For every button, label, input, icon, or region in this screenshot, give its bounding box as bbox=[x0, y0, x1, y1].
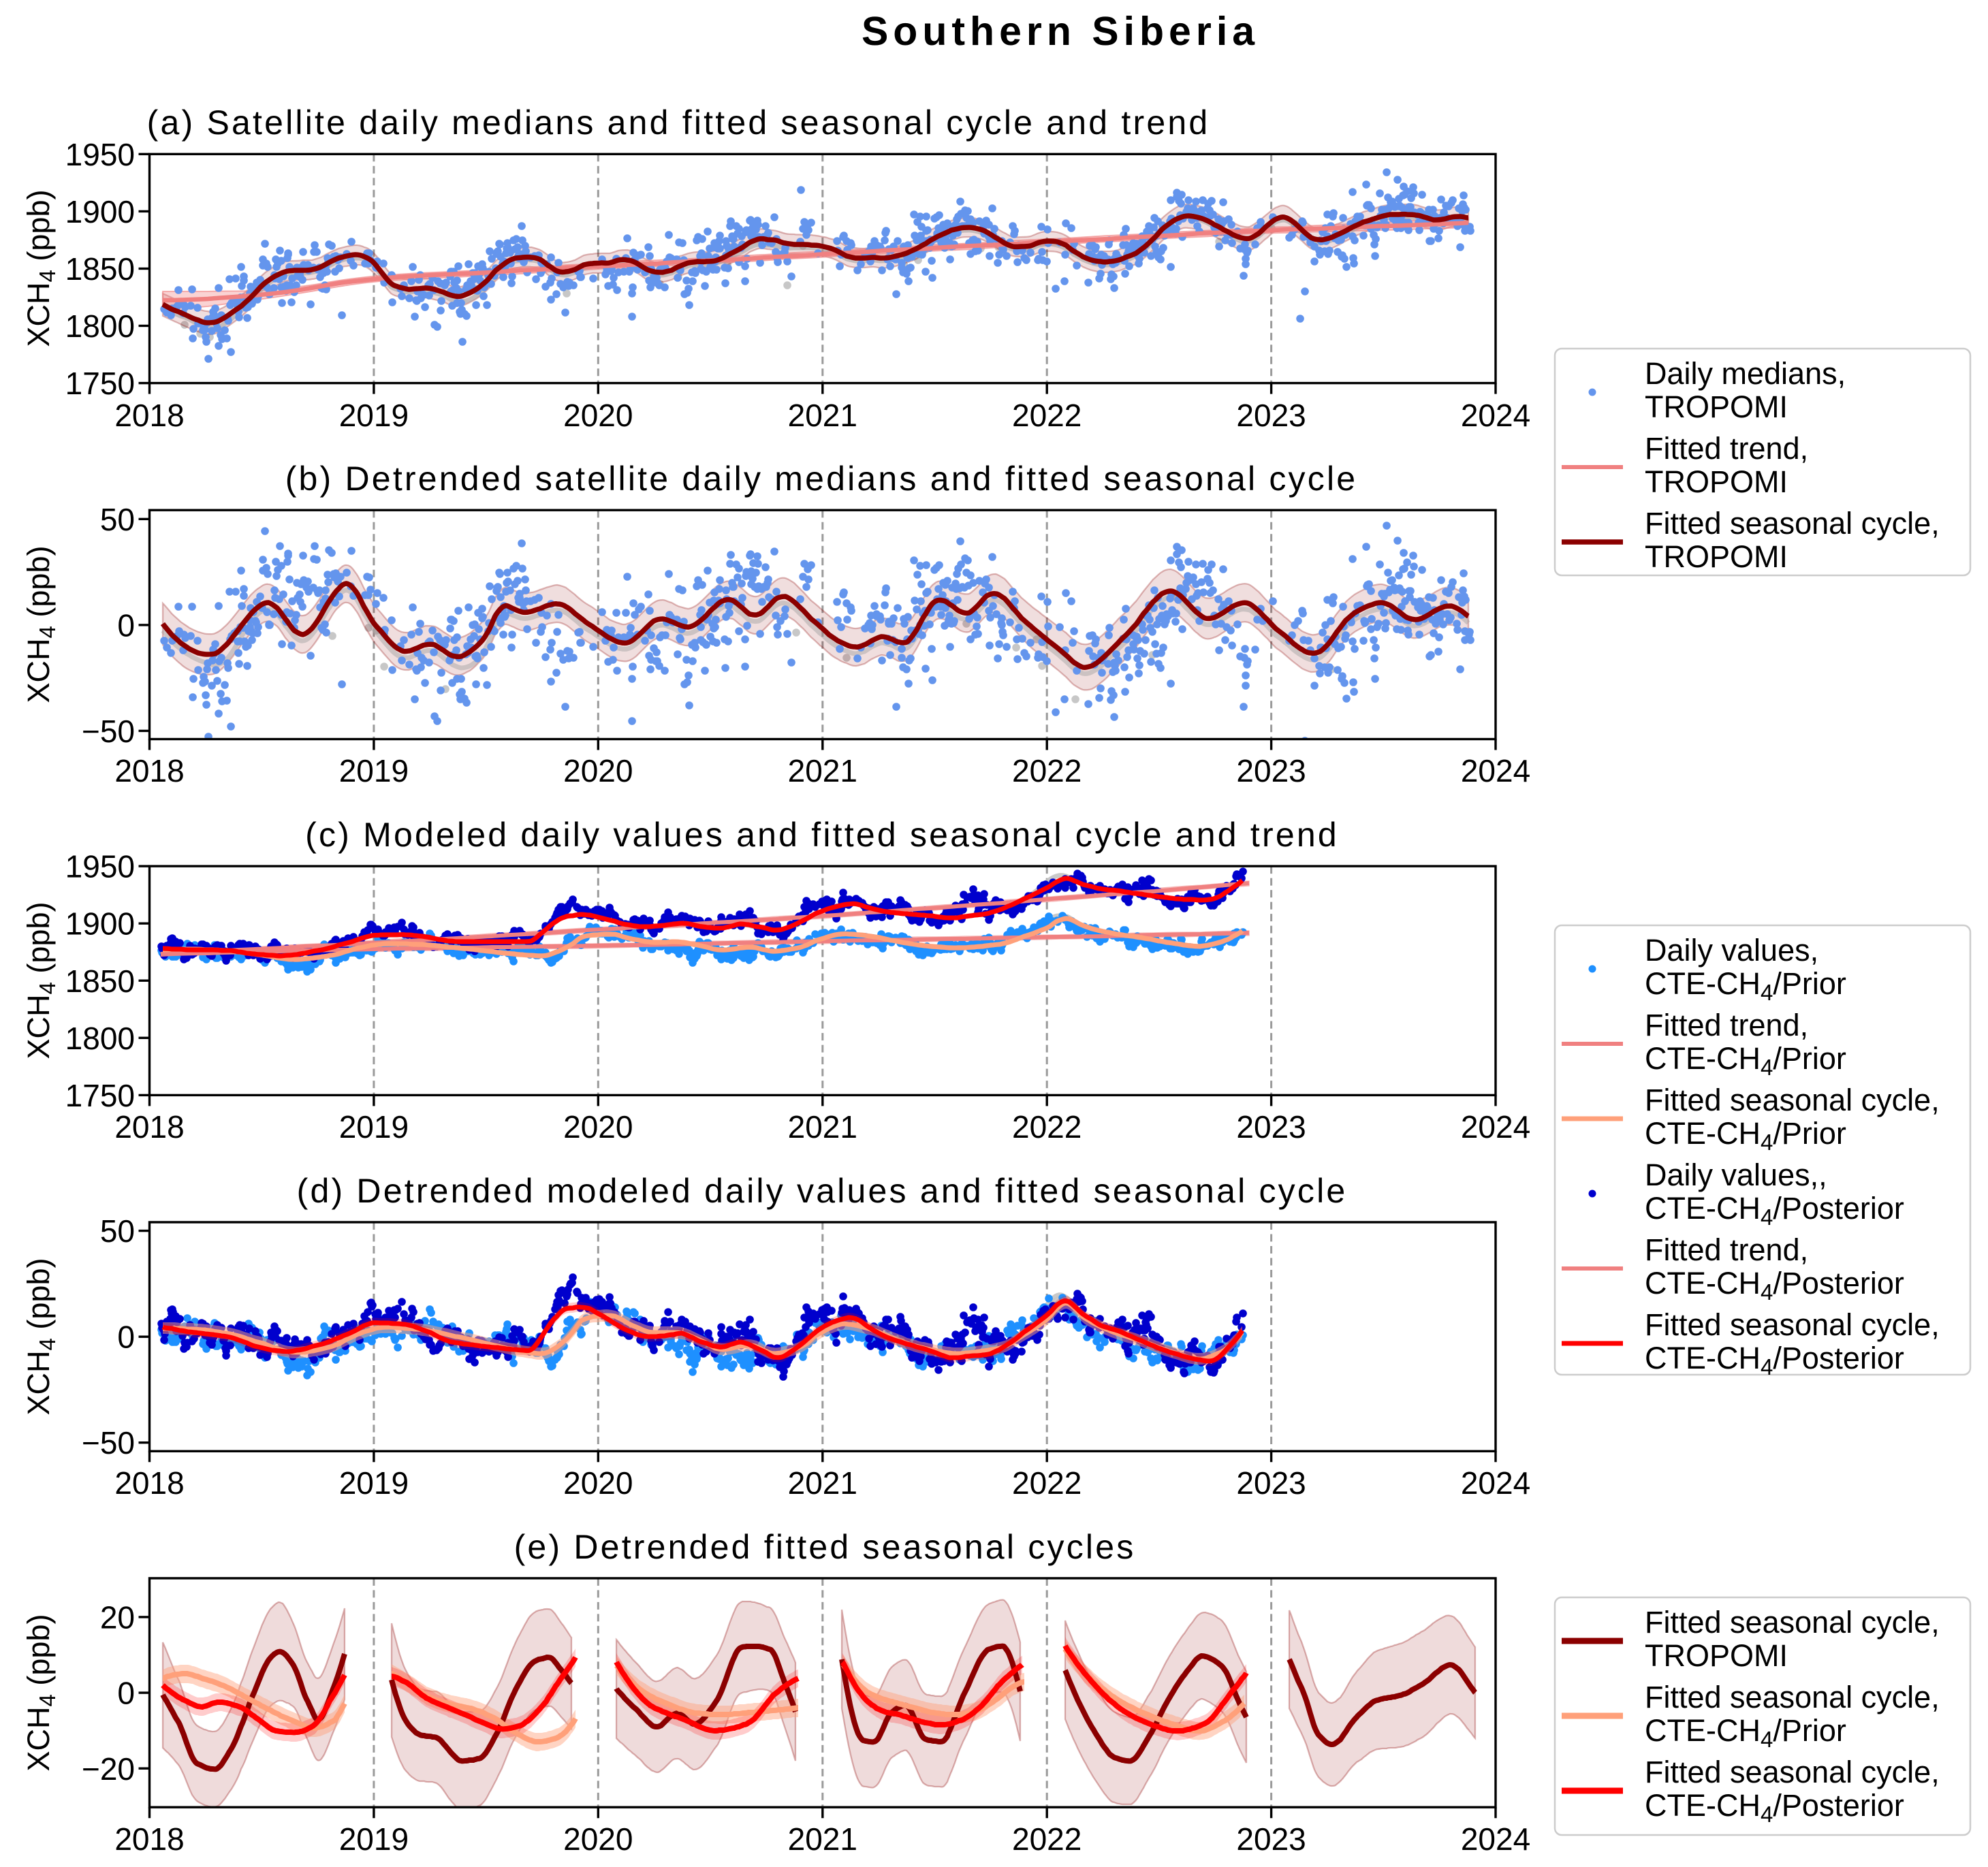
svg-text:TROPOMI: TROPOMI bbox=[1645, 539, 1788, 574]
svg-text:CTE-CH4/Prior: CTE-CH4/Prior bbox=[1645, 1116, 1846, 1155]
svg-text:XCH4 (ppb): XCH4 (ppb) bbox=[21, 546, 60, 703]
svg-text:1850: 1850 bbox=[65, 251, 135, 287]
svg-text:2024: 2024 bbox=[1461, 1109, 1530, 1145]
svg-text:20: 20 bbox=[100, 1599, 135, 1635]
svg-text:2019: 2019 bbox=[339, 398, 409, 433]
svg-text:−20: −20 bbox=[82, 1751, 135, 1787]
svg-text:2021: 2021 bbox=[788, 398, 857, 433]
svg-text:1950: 1950 bbox=[65, 849, 135, 884]
svg-text:(b) Detrended satellite daily: (b) Detrended satellite daily medians an… bbox=[285, 460, 1358, 498]
svg-text:Daily values,: Daily values, bbox=[1645, 933, 1818, 968]
svg-text:2022: 2022 bbox=[1012, 753, 1082, 788]
svg-text:1800: 1800 bbox=[65, 1021, 135, 1056]
svg-text:Fitted trend,: Fitted trend, bbox=[1645, 1008, 1808, 1042]
svg-text:2024: 2024 bbox=[1461, 1821, 1530, 1857]
svg-text:TROPOMI: TROPOMI bbox=[1645, 389, 1788, 424]
svg-text:2019: 2019 bbox=[339, 1821, 409, 1857]
svg-text:2019: 2019 bbox=[339, 753, 409, 788]
svg-text:2020: 2020 bbox=[563, 753, 633, 788]
svg-text:2021: 2021 bbox=[788, 753, 857, 788]
svg-text:TROPOMI: TROPOMI bbox=[1645, 1638, 1788, 1673]
svg-text:2023: 2023 bbox=[1236, 1109, 1306, 1145]
svg-text:Fitted seasonal cycle,: Fitted seasonal cycle, bbox=[1645, 1605, 1940, 1640]
svg-text:2018: 2018 bbox=[114, 398, 184, 433]
svg-text:2023: 2023 bbox=[1236, 398, 1306, 433]
svg-text:CTE-CH4/Posterior: CTE-CH4/Posterior bbox=[1645, 1788, 1904, 1827]
svg-text:2020: 2020 bbox=[563, 1109, 633, 1145]
svg-text:2018: 2018 bbox=[114, 1465, 184, 1501]
svg-text:TROPOMI: TROPOMI bbox=[1645, 464, 1788, 499]
svg-text:2019: 2019 bbox=[339, 1465, 409, 1501]
svg-text:2022: 2022 bbox=[1012, 398, 1082, 433]
svg-text:1850: 1850 bbox=[65, 963, 135, 999]
svg-text:Fitted seasonal cycle,: Fitted seasonal cycle, bbox=[1645, 1680, 1940, 1714]
svg-text:2021: 2021 bbox=[788, 1465, 857, 1501]
svg-text:1750: 1750 bbox=[65, 1078, 135, 1113]
svg-text:Fitted trend,: Fitted trend, bbox=[1645, 431, 1808, 466]
svg-text:−50: −50 bbox=[82, 1425, 135, 1461]
svg-text:(c) Modeled daily values and f: (c) Modeled daily values and fitted seas… bbox=[305, 816, 1339, 854]
svg-text:1950: 1950 bbox=[65, 137, 135, 172]
svg-text:XCH4 (ppb): XCH4 (ppb) bbox=[21, 1614, 60, 1772]
svg-text:2020: 2020 bbox=[563, 1821, 633, 1857]
svg-text:2021: 2021 bbox=[788, 1821, 857, 1857]
svg-text:2023: 2023 bbox=[1236, 1821, 1306, 1857]
svg-text:2022: 2022 bbox=[1012, 1821, 1082, 1857]
svg-text:(d) Detrended modeled daily va: (d) Detrended modeled daily values and f… bbox=[297, 1172, 1348, 1210]
svg-text:2022: 2022 bbox=[1012, 1465, 1082, 1501]
svg-text:1900: 1900 bbox=[65, 194, 135, 229]
svg-text:2018: 2018 bbox=[114, 1821, 184, 1857]
svg-text:2021: 2021 bbox=[788, 1109, 857, 1145]
svg-text:2018: 2018 bbox=[114, 753, 184, 788]
svg-text:2019: 2019 bbox=[339, 1109, 409, 1145]
svg-text:CTE-CH4/Prior: CTE-CH4/Prior bbox=[1645, 966, 1846, 1005]
svg-text:0: 0 bbox=[117, 607, 135, 643]
svg-text:0: 0 bbox=[117, 1676, 135, 1711]
svg-text:50: 50 bbox=[100, 502, 135, 537]
svg-text:2020: 2020 bbox=[563, 1465, 633, 1501]
svg-text:CTE-CH4/Posterior: CTE-CH4/Posterior bbox=[1645, 1191, 1904, 1230]
svg-text:0: 0 bbox=[117, 1320, 135, 1355]
svg-text:CTE-CH4/Posterior: CTE-CH4/Posterior bbox=[1645, 1341, 1904, 1379]
svg-text:CTE-CH4/Posterior: CTE-CH4/Posterior bbox=[1645, 1266, 1904, 1305]
svg-text:CTE-CH4/Prior: CTE-CH4/Prior bbox=[1645, 1713, 1846, 1752]
svg-text:2024: 2024 bbox=[1461, 1465, 1530, 1501]
svg-text:50: 50 bbox=[100, 1213, 135, 1249]
svg-text:Daily medians,: Daily medians, bbox=[1645, 356, 1846, 391]
svg-text:2018: 2018 bbox=[114, 1109, 184, 1145]
svg-text:1750: 1750 bbox=[65, 366, 135, 401]
svg-text:−50: −50 bbox=[82, 714, 135, 749]
svg-text:Fitted seasonal cycle,: Fitted seasonal cycle, bbox=[1645, 506, 1940, 541]
svg-text:(a) Satellite daily medians an: (a) Satellite daily medians and fitted s… bbox=[147, 103, 1210, 142]
svg-text:(e) Detrended fitted seasonal: (e) Detrended fitted seasonal cycles bbox=[514, 1528, 1136, 1566]
svg-text:Fitted trend,: Fitted trend, bbox=[1645, 1232, 1808, 1267]
svg-text:XCH4 (ppb): XCH4 (ppb) bbox=[21, 190, 60, 347]
svg-text:2022: 2022 bbox=[1012, 1109, 1082, 1145]
svg-text:Southern Siberia: Southern Siberia bbox=[862, 9, 1259, 54]
svg-text:1800: 1800 bbox=[65, 308, 135, 344]
svg-text:2024: 2024 bbox=[1461, 398, 1530, 433]
svg-text:2020: 2020 bbox=[563, 398, 633, 433]
svg-text:XCH4 (ppb): XCH4 (ppb) bbox=[21, 1258, 60, 1416]
svg-text:Fitted seasonal cycle,: Fitted seasonal cycle, bbox=[1645, 1083, 1940, 1117]
svg-text:2023: 2023 bbox=[1236, 753, 1306, 788]
svg-text:CTE-CH4/Prior: CTE-CH4/Prior bbox=[1645, 1041, 1846, 1080]
svg-text:2024: 2024 bbox=[1461, 753, 1530, 788]
svg-text:2023: 2023 bbox=[1236, 1465, 1306, 1501]
svg-text:XCH4 (ppb): XCH4 (ppb) bbox=[21, 902, 60, 1059]
svg-text:Fitted seasonal cycle,: Fitted seasonal cycle, bbox=[1645, 1307, 1940, 1342]
svg-text:Daily values,,: Daily values,, bbox=[1645, 1158, 1827, 1192]
svg-text:Fitted seasonal cycle,: Fitted seasonal cycle, bbox=[1645, 1755, 1940, 1789]
svg-text:1900: 1900 bbox=[65, 906, 135, 942]
